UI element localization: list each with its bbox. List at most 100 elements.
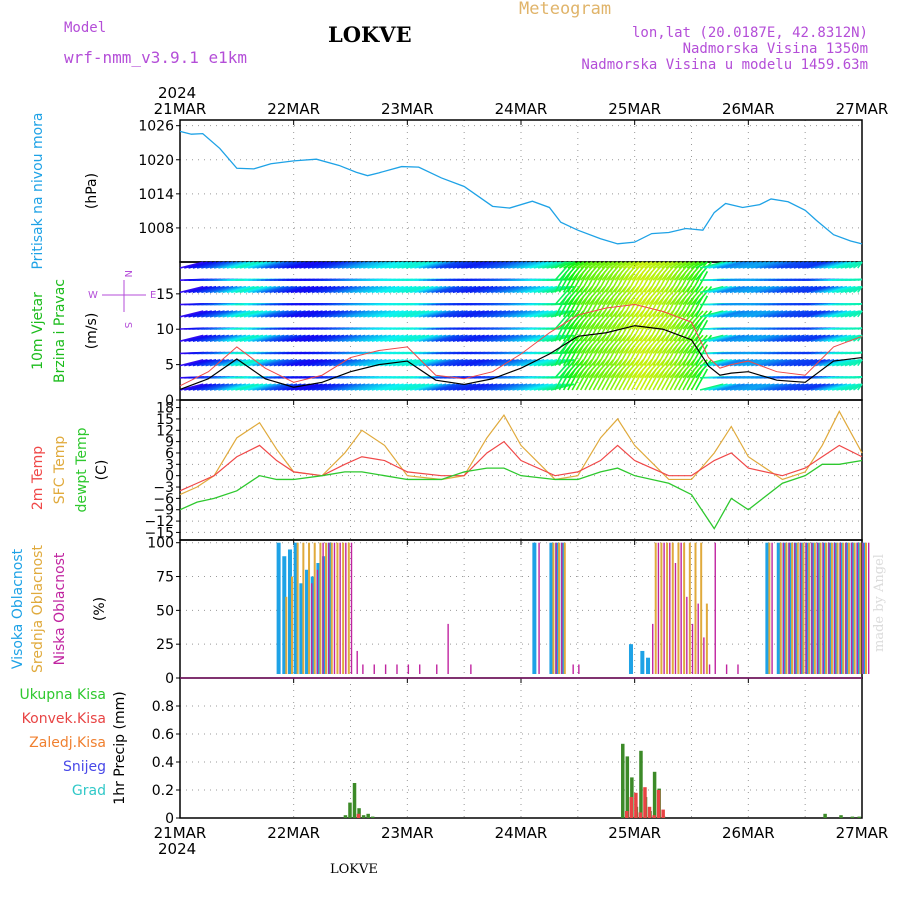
- wind-barb: [435, 310, 460, 318]
- wind-barb: [499, 383, 524, 391]
- wind-barb: [704, 383, 728, 391]
- wind-barb: [759, 383, 784, 391]
- wind-barb: [618, 334, 636, 354]
- cloud-bar: [339, 542, 341, 674]
- wind-barb: [239, 285, 264, 294]
- wind-barb: [750, 383, 775, 391]
- wind-barb: [827, 383, 852, 391]
- wind-barb: [772, 285, 796, 294]
- wind-barb: [269, 334, 293, 342]
- wind-barb: [392, 261, 417, 269]
- precip-legend-item: Snijeg: [63, 759, 106, 775]
- wind-barb: [780, 261, 805, 269]
- wind-barb: [380, 261, 404, 269]
- wind-barb: [307, 261, 332, 269]
- wind-barb: [601, 310, 619, 330]
- cloud-bar: [810, 542, 815, 674]
- wind-barb: [831, 383, 856, 391]
- wind-barb: [290, 261, 315, 269]
- precip-bar: [823, 813, 827, 818]
- wind-barb: [388, 334, 413, 342]
- wind-barb: [810, 334, 835, 342]
- wind-barb: [482, 359, 507, 367]
- wind-barb: [435, 334, 460, 342]
- mid-cloud-axis-label: Srednja Oblacnost: [30, 545, 46, 673]
- y-tick-label: 0: [165, 469, 174, 485]
- wind-barb: [388, 310, 413, 318]
- cloud-bar: [654, 542, 657, 674]
- wind-barb: [248, 383, 272, 391]
- cloud-bar: [558, 542, 561, 674]
- wind-barb: [290, 310, 315, 318]
- wind-barb: [712, 383, 737, 391]
- wind-barb: [639, 359, 657, 379]
- wind-barb: [448, 285, 473, 294]
- wind-barb: [520, 334, 545, 342]
- wind-barb: [797, 383, 822, 391]
- wind-barb: [656, 334, 674, 354]
- wind-barb: [218, 261, 242, 269]
- wind-barb: [213, 310, 238, 318]
- wind-barb: [358, 285, 383, 294]
- wind-barb: [179, 383, 204, 391]
- wind-barb: [669, 261, 683, 269]
- wind-barb: [265, 261, 289, 269]
- wind-barb: [333, 334, 357, 342]
- precip-bar: [348, 802, 352, 818]
- wind-barb: [311, 334, 336, 342]
- cloud-bar: [825, 542, 828, 674]
- precip-axis-label: 1hr Precip (mm): [112, 691, 128, 804]
- wind-barb: [763, 383, 788, 391]
- wind-barb: [311, 310, 336, 318]
- cloud-bar: [700, 542, 703, 674]
- wind-barb: [503, 359, 528, 367]
- wind-barb: [409, 310, 434, 318]
- wind-barb: [256, 261, 281, 269]
- wind-barb: [299, 261, 323, 269]
- wind-barb: [341, 310, 366, 318]
- wind-barb: [427, 261, 451, 269]
- wind-barb: [797, 334, 822, 342]
- wind-barb: [750, 261, 775, 269]
- wind-barb: [311, 261, 336, 269]
- wind-barb: [793, 383, 818, 391]
- wind-barb: [746, 359, 771, 367]
- y-tick-label: 0.2: [152, 783, 174, 799]
- y-tick-label: 9: [165, 435, 174, 451]
- wind-barb: [371, 334, 396, 342]
- wind-barb: [333, 359, 357, 367]
- model-name: wrf-nmm_v3.9.1 e1km: [64, 48, 248, 67]
- wind-barb: [465, 310, 490, 318]
- cloud-bar: [816, 542, 821, 674]
- cloud-bar: [794, 542, 796, 674]
- cloud-bar: [311, 583, 313, 674]
- cloud-bar: [765, 542, 770, 674]
- wind-barb: [414, 359, 438, 367]
- wind-barb: [478, 285, 502, 294]
- wind-barb: [452, 285, 477, 294]
- wind-barb: [205, 261, 230, 269]
- wind-barb: [733, 261, 758, 269]
- wind-barb: [665, 359, 683, 379]
- time-tick-top: 26MAR: [722, 100, 775, 118]
- time-tick-top: 22MAR: [267, 100, 320, 118]
- wind-barb: [571, 359, 589, 379]
- wind-barb: [205, 359, 230, 367]
- cloud-bar: [856, 542, 861, 674]
- wind-barb: [558, 310, 576, 330]
- wind-barb: [695, 368, 709, 391]
- wind-barb: [768, 310, 792, 318]
- wind-barb: [269, 383, 293, 391]
- wind-barb: [588, 310, 606, 330]
- wind-barb: [341, 261, 366, 269]
- wind-barb: [797, 359, 822, 367]
- wind-barb: [205, 285, 230, 294]
- wind-barb: [789, 310, 814, 318]
- precip-bar: [638, 812, 643, 818]
- wind-barb: [678, 359, 696, 379]
- wind-barb: [414, 261, 438, 269]
- wind-barb: [789, 285, 814, 294]
- wind-barb: [567, 334, 585, 354]
- wind-barb: [384, 383, 409, 391]
- wind-barb: [414, 310, 438, 318]
